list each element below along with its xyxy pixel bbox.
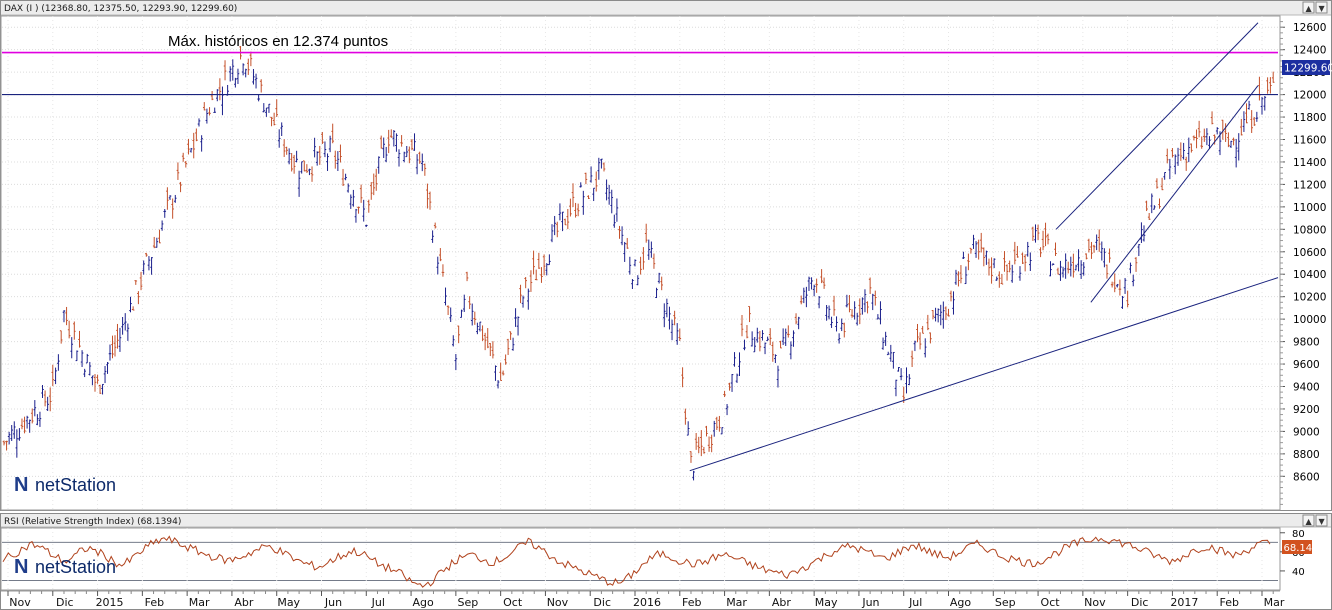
price-y-tick-label: 9600 xyxy=(1293,359,1320,371)
rsi-y-tick-label: 80 xyxy=(1292,529,1305,540)
x-tick-label: Sep xyxy=(995,596,1016,609)
x-tick-label: Feb xyxy=(1219,596,1238,609)
rsi-value-badge: 68.14 xyxy=(1282,540,1312,554)
x-tick-label: Mar xyxy=(189,596,210,609)
x-tick-label: Nov xyxy=(547,596,569,609)
price-y-tick-label: 12400 xyxy=(1293,45,1326,57)
rsi-line-group xyxy=(2,535,1271,588)
price-y-tick-label: 12600 xyxy=(1293,22,1326,34)
x-tick-label: May xyxy=(277,596,300,609)
rsi-panel-controls[interactable]: ▲ ▼ xyxy=(1302,514,1328,527)
price-panel-frame xyxy=(0,0,1332,511)
price-y-tick-label: 11200 xyxy=(1293,179,1326,191)
price-y-tick-label: 8600 xyxy=(1293,471,1320,483)
x-tick-label: Jun xyxy=(324,596,342,609)
price-reference-lines xyxy=(2,22,1279,472)
price-y-tick-label: 10200 xyxy=(1293,292,1326,304)
x-tick-label: Ago xyxy=(950,596,972,609)
x-tick-label: Dic xyxy=(1131,596,1149,609)
last-price-badge: 12299.60 xyxy=(1282,60,1332,75)
x-tick-label: Jun xyxy=(861,596,879,609)
x-tick-label: Abr xyxy=(234,596,254,609)
x-tick-label: 2015 xyxy=(96,596,124,609)
x-tick-label: Oct xyxy=(1041,596,1061,609)
x-tick-label: Sep xyxy=(457,596,478,609)
x-tick-label: Feb xyxy=(682,596,701,609)
rsi-header-bar xyxy=(1,514,1331,527)
price-header-text: DAX (I ) (12368.80, 12375.50, 12293.90, … xyxy=(4,4,237,14)
price-y-tick-label: 10000 xyxy=(1293,314,1326,326)
price-y-tick-label: 9400 xyxy=(1293,382,1320,394)
price-y-tick-label: 11000 xyxy=(1293,202,1326,214)
long-term-support-line xyxy=(689,277,1279,472)
rsi-gridlines xyxy=(2,528,1278,590)
netstation-logo-rsi: N netStation xyxy=(14,556,116,578)
x-tick-label: 2017 xyxy=(1170,596,1198,609)
price-y-tick-label: 11400 xyxy=(1293,157,1326,169)
price-y-tick-label: 10800 xyxy=(1293,224,1326,236)
price-y-tick-label: 11800 xyxy=(1293,112,1326,124)
channel-lower-line xyxy=(1090,85,1259,303)
x-tick-label: Feb xyxy=(145,596,164,609)
netstation-logo-text: netStation xyxy=(35,475,116,495)
x-tick-label: Dic xyxy=(593,596,611,609)
netstation-logo-rsi-text: netStation xyxy=(35,557,116,577)
netstation-logo: N netStation xyxy=(14,474,116,496)
rsi-panel-up-button[interactable]: ▲ xyxy=(1306,517,1313,526)
rsi-panel-frame xyxy=(0,513,1332,610)
rsi-last-value: 68.14 xyxy=(1284,543,1313,554)
x-tick-label: Mar xyxy=(726,596,747,609)
price-y-tick-label: 9000 xyxy=(1293,426,1320,438)
rsi-y-tick-label: 40 xyxy=(1292,567,1305,578)
price-y-tick-label: 8800 xyxy=(1293,449,1320,461)
price-panel-up-button[interactable]: ▲ xyxy=(1306,4,1313,13)
price-y-tick-label: 12000 xyxy=(1293,90,1326,102)
price-panel-down-button[interactable]: ▼ xyxy=(1319,4,1326,13)
x-tick-label: Nov xyxy=(9,596,31,609)
channel-upper-line xyxy=(1055,22,1259,230)
x-tick-label: May xyxy=(815,596,838,609)
x-tick-label: Dic xyxy=(56,596,74,609)
x-tick-label: Abr xyxy=(772,596,792,609)
price-y-tick-label: 10400 xyxy=(1293,269,1326,281)
price-panel-controls[interactable]: ▲ ▼ xyxy=(1302,1,1328,14)
netstation-logo-icon: N xyxy=(14,474,28,496)
price-y-tick-label: 11600 xyxy=(1293,135,1326,147)
x-tick-label: Jul xyxy=(908,596,922,609)
x-tick-label: Ago xyxy=(412,596,434,609)
x-tick-label: Oct xyxy=(503,596,523,609)
price-y-tick-label: 9200 xyxy=(1293,404,1320,416)
x-tick-label: 2016 xyxy=(633,596,661,609)
rsi-line xyxy=(2,535,1271,588)
price-bars xyxy=(2,46,1275,481)
price-y-tick-label: 9800 xyxy=(1293,337,1320,349)
last-price-label: 12299.60 xyxy=(1284,63,1332,75)
x-tick-label: Mar xyxy=(1264,596,1285,609)
price-y-axis: 8600 8800 9000 9200 9400 9600 9800 10000 10200 10… xyxy=(1280,21,1326,505)
rsi-header-text: RSI (Relative Strength Index) (68.1394) xyxy=(4,517,181,527)
record-high-annotation: Máx. históricos en 12.374 puntos xyxy=(168,33,388,50)
rsi-panel-down-button[interactable]: ▼ xyxy=(1319,517,1326,526)
price-y-tick-label: 10600 xyxy=(1293,247,1326,259)
netstation-logo-rsi-icon: N xyxy=(14,556,28,578)
x-tick-label: Jul xyxy=(371,596,385,609)
x-tick-label: Nov xyxy=(1084,596,1106,609)
price-header-bar xyxy=(1,1,1331,15)
x-axis: Nov Dic 2015 Feb Mar Abr May Jun Jul Ago Sep Oct Nov… xyxy=(7,591,1285,609)
